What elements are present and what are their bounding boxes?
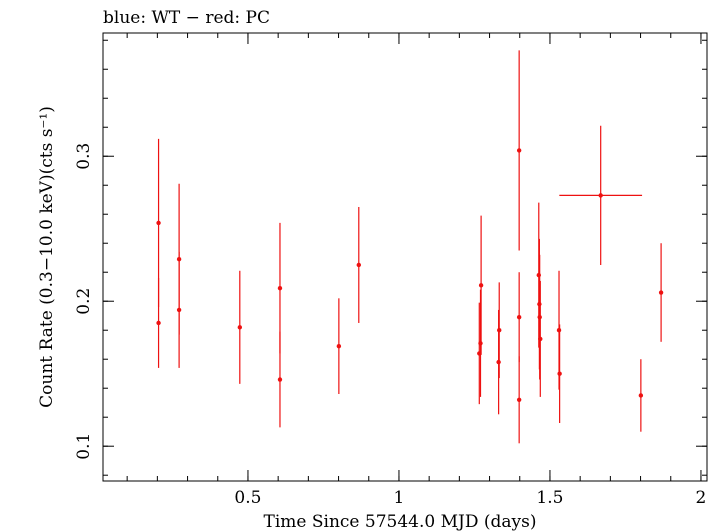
- data-point: [237, 325, 243, 330]
- data-point: [538, 336, 543, 342]
- data-point: [156, 320, 161, 326]
- data-point: [557, 371, 562, 376]
- data-point: [556, 328, 562, 333]
- data-point: [537, 314, 542, 320]
- data-points: [156, 50, 664, 444]
- data-point: [478, 341, 483, 346]
- x-axis-label: Time Since 57544.0 MJD (days): [264, 512, 537, 532]
- data-point: [516, 148, 522, 153]
- data-point: [336, 343, 342, 349]
- x-axis-ticks: 0.5 1 1.5 2: [126, 33, 707, 508]
- data-point: [516, 314, 522, 320]
- data-point: [277, 285, 283, 291]
- y-tick-label: 0.1: [74, 433, 94, 460]
- data-point: [156, 220, 161, 226]
- x-tick-label: 1.5: [536, 488, 563, 508]
- x-tick-label: 1: [394, 488, 405, 508]
- data-point: [638, 393, 644, 398]
- data-point: [536, 272, 541, 278]
- data-point: [496, 359, 501, 365]
- x-tick-label: 2: [696, 488, 707, 508]
- data-point: [497, 328, 502, 333]
- data-point: [356, 262, 361, 268]
- data-point: [176, 307, 182, 313]
- y-tick-label: 0.2: [74, 288, 94, 315]
- data-point: [478, 283, 484, 288]
- chart-title: blue: WT − red: PC: [103, 8, 270, 28]
- data-point: [516, 397, 522, 403]
- x-tick-label: 0.5: [234, 488, 261, 508]
- y-axis-label: Count Rate (0.3−10.0 keV)(cts s⁻¹): [37, 106, 57, 408]
- y-tick-label: 0.3: [74, 143, 94, 170]
- plot-frame: [102, 32, 708, 482]
- data-point: [658, 290, 664, 295]
- y-axis-ticks: 0.1 0.2 0.3: [74, 39, 707, 476]
- data-point: [598, 193, 603, 198]
- data-point: [277, 377, 283, 382]
